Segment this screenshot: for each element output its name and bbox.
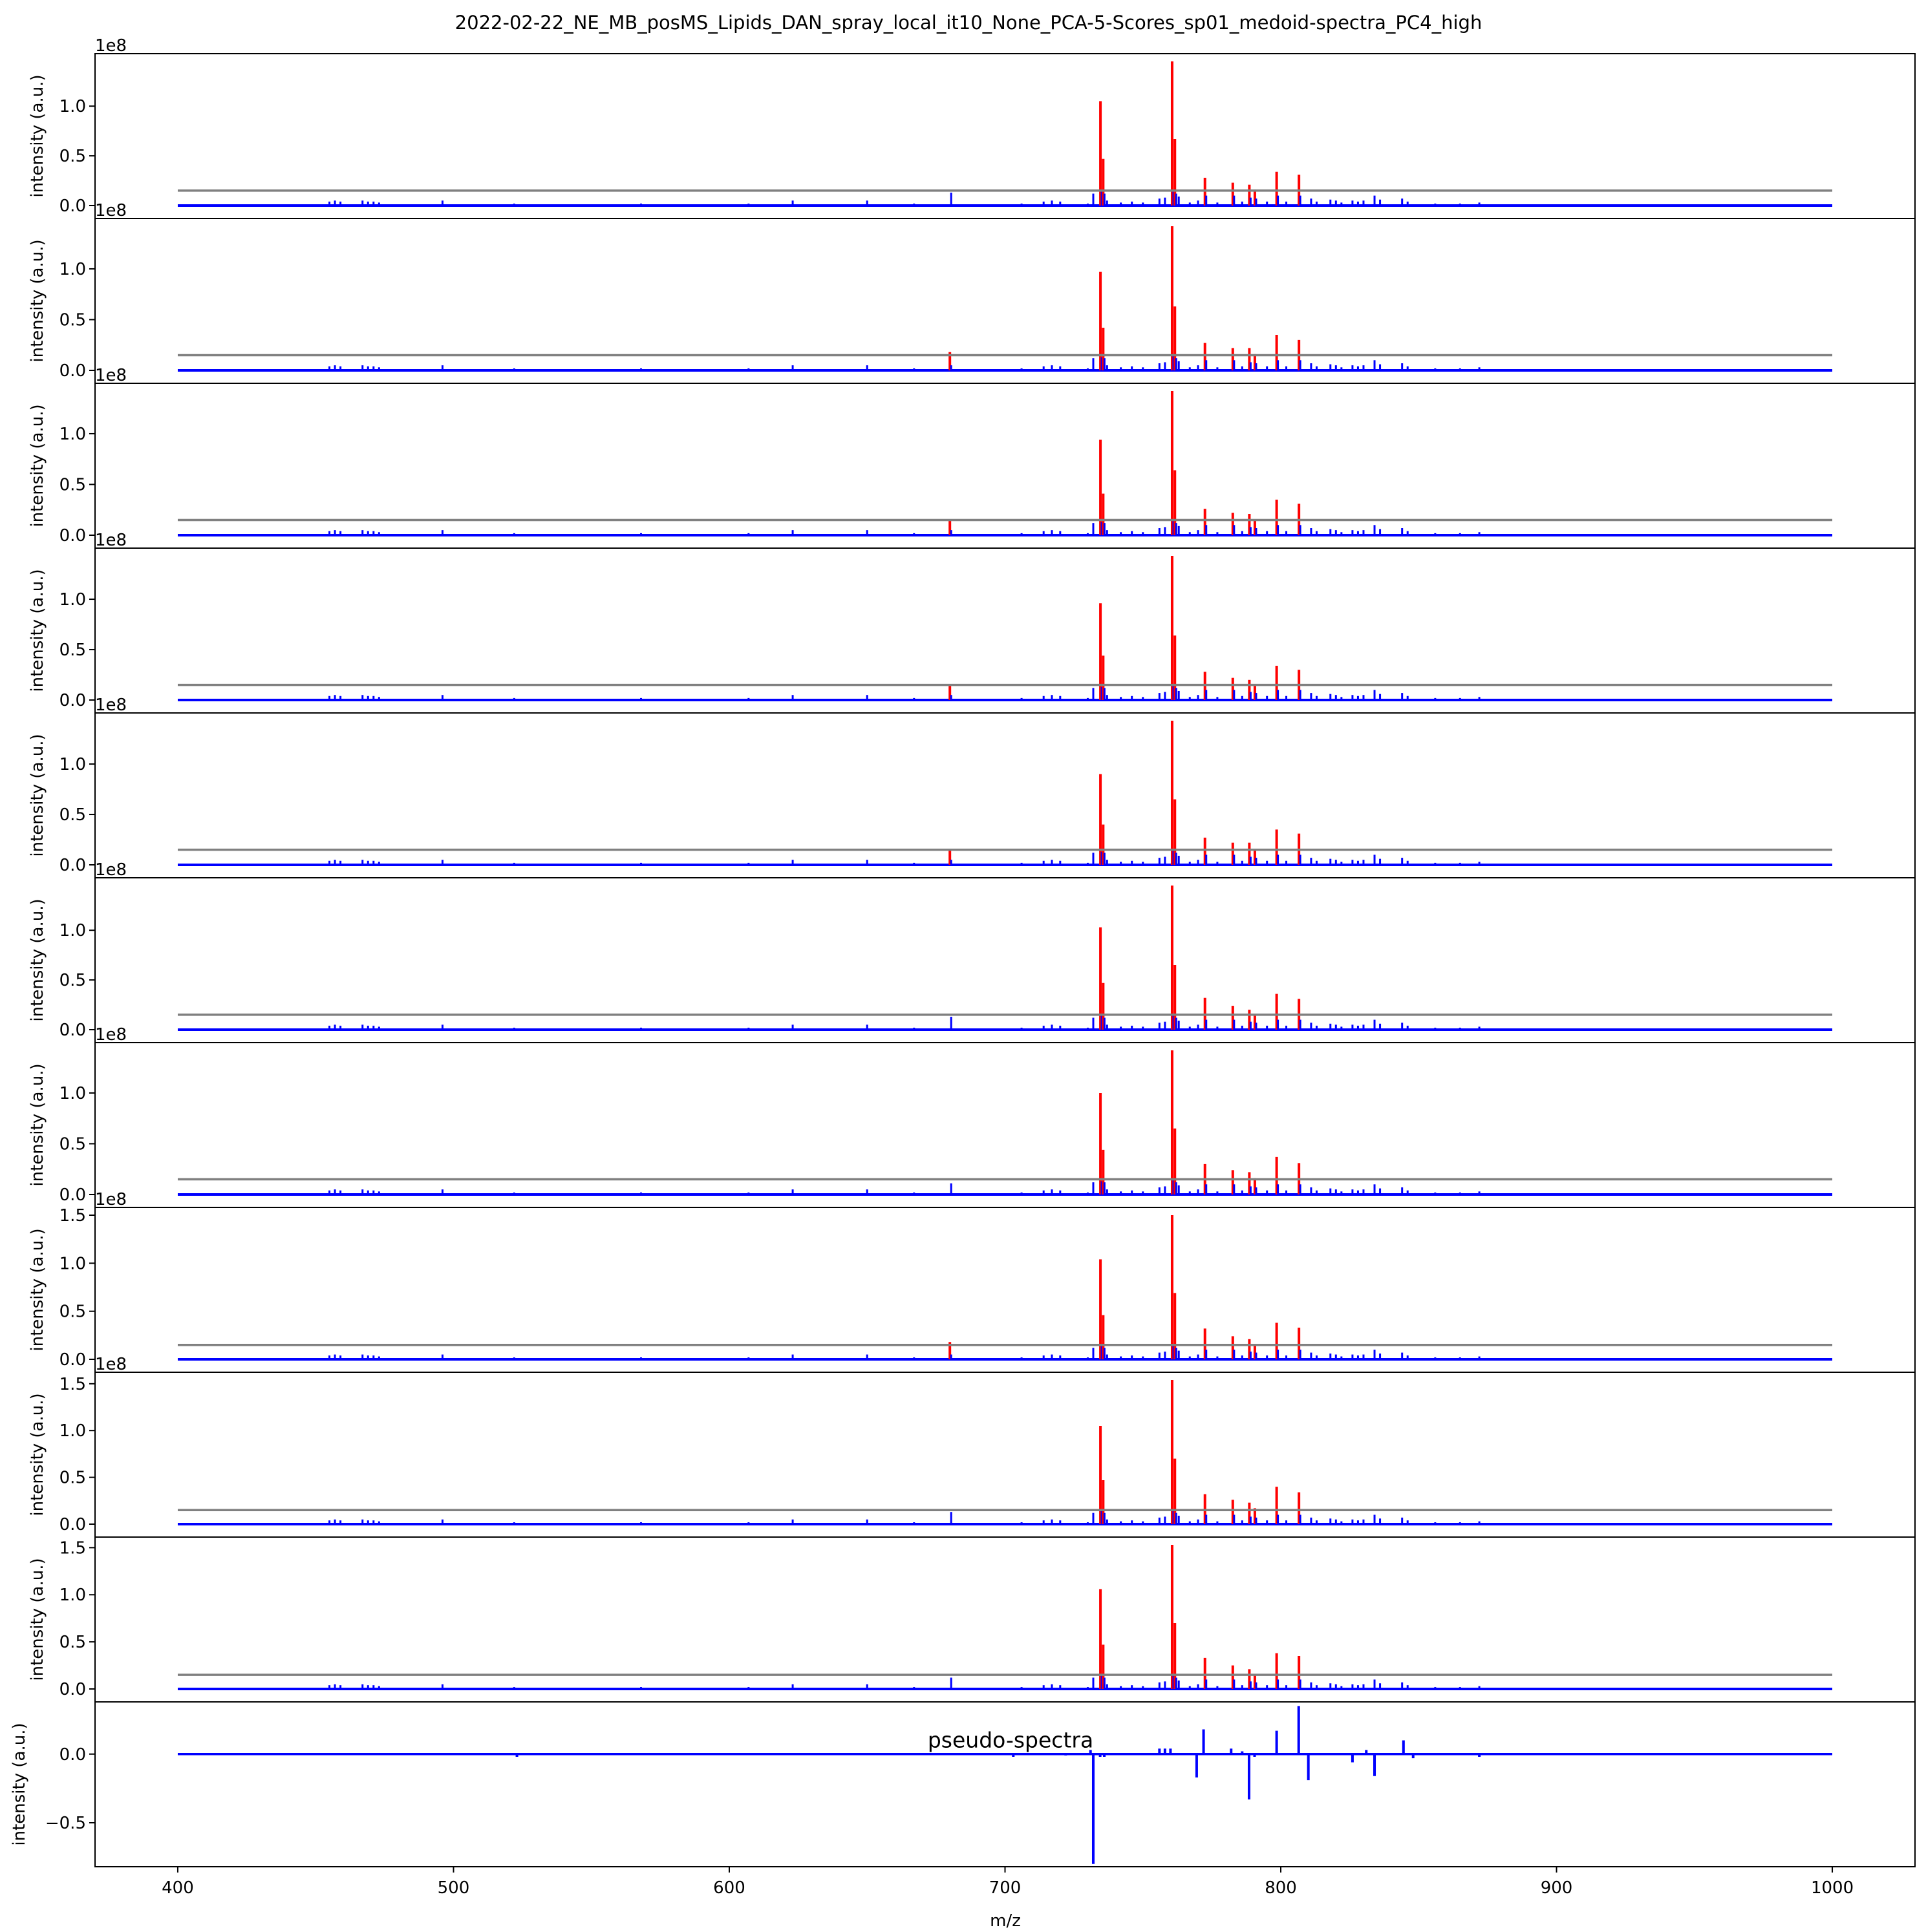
y-axis-label: intensity (a.u.): [10, 1723, 29, 1845]
x-tick-label: 400: [162, 1878, 194, 1898]
y-tick-label: 0.0: [59, 526, 86, 546]
y-axis-label: intensity (a.u.): [28, 239, 47, 362]
y-tick-label: 1.0: [59, 260, 86, 279]
x-tick-label: 800: [1265, 1878, 1297, 1898]
pseudo-spectra-label: pseudo-spectra: [928, 1728, 1093, 1753]
y-tick-label: 0.0: [59, 361, 86, 381]
y-tick-label: 0.0: [59, 1680, 86, 1699]
x-tick-label: 700: [989, 1878, 1022, 1898]
y-axis-label: intensity (a.u.): [28, 569, 47, 692]
y-offset-label: 1e8: [95, 860, 127, 880]
y-offset-label: 1e8: [95, 1025, 127, 1045]
y-tick-label: 1.0: [59, 1586, 86, 1605]
y-tick-label: 0.5: [59, 641, 86, 660]
y-tick-label: 0.0: [59, 1745, 86, 1765]
y-tick-label: 0.5: [59, 1134, 86, 1154]
y-tick-label: 1.0: [59, 97, 86, 116]
x-tick-label: 900: [1541, 1878, 1573, 1898]
y-axis-label: intensity (a.u.): [28, 1063, 47, 1186]
spectrum-subplot: 0.0 0.5 1.0 1.5 1e8 intensity (a.u.): [28, 1190, 1916, 1373]
y-axis-label: intensity (a.u.): [28, 74, 47, 197]
y-axis-label: intensity (a.u.): [28, 1393, 47, 1516]
y-tick-label: 0.0: [59, 691, 86, 710]
y-tick-label: 1.5: [59, 1538, 86, 1558]
y-tick-label: 0.0: [59, 1515, 86, 1534]
y-offset-label: 1e8: [95, 695, 127, 715]
y-tick-label: 1.0: [59, 755, 86, 774]
y-tick-label: 1.0: [59, 1421, 86, 1441]
x-tick-label: 1000: [1811, 1878, 1854, 1898]
x-tick-label: 500: [438, 1878, 470, 1898]
y-tick-label: 0.5: [59, 971, 86, 990]
y-tick-label: 0.5: [59, 310, 86, 330]
spectrum-subplot: 0.0 0.5 1.0 1e8 intensity (a.u.): [28, 366, 1916, 549]
subplot-stack: 0.0 0.5 1.0 1e8 intensity (a.u.) 0.0 0.5 1.0 1e8…: [10, 36, 1916, 1867]
x-axis-label: m/z: [990, 1911, 1021, 1931]
y-axis-label: intensity (a.u.): [28, 898, 47, 1021]
y-offset-label: 1e8: [95, 36, 127, 56]
x-axis: 400 500 600 700 800 900 1000: [162, 1867, 1854, 1898]
y-offset-label: 1e8: [95, 201, 127, 220]
y-tick-label: 1.0: [59, 590, 86, 610]
y-tick-label: 1.0: [59, 425, 86, 444]
x-tick-label: 600: [713, 1878, 745, 1898]
y-tick-label: 0.0: [59, 856, 86, 875]
y-tick-label: 0.5: [59, 1302, 86, 1322]
y-offset-label: 1e8: [95, 531, 127, 550]
figure-title: 2022-02-22_NE_MB_posMS_Lipids_DAN_spray_…: [455, 12, 1482, 34]
y-tick-label: 0.5: [59, 1469, 86, 1488]
y-offset-label: 1e8: [95, 1190, 127, 1209]
spectrum-subplot: 0.0 0.5 1.0 1.5 intensity (a.u.): [28, 1536, 1916, 1703]
y-tick-label: 0.5: [59, 475, 86, 494]
y-axis-label: intensity (a.u.): [28, 404, 47, 527]
y-tick-label: 0.5: [59, 805, 86, 825]
y-tick-label: 1.5: [59, 1375, 86, 1394]
spectrum-subplot: 0.0 0.5 1.0 1e8 intensity (a.u.): [28, 531, 1916, 714]
y-tick-label: 1.5: [59, 1206, 86, 1226]
y-tick-label: 1.0: [59, 1084, 86, 1103]
y-tick-label: −0.5: [45, 1814, 86, 1833]
y-axis-label: intensity (a.u.): [28, 734, 47, 856]
y-offset-label: 1e8: [95, 1355, 127, 1374]
y-tick-label: 0.5: [59, 1633, 86, 1652]
spectrum-subplot: 0.0 0.5 1.0 1.5 1e8 intensity (a.u.): [28, 1355, 1916, 1538]
y-tick-label: 1.0: [59, 1254, 86, 1273]
y-axis-label: intensity (a.u.): [28, 1228, 47, 1351]
y-tick-label: 0.0: [59, 196, 86, 216]
y-tick-label: 0.0: [59, 1021, 86, 1040]
y-tick-label: 0.0: [59, 1350, 86, 1370]
y-tick-label: 1.0: [59, 921, 86, 940]
y-axis-label: intensity (a.u.): [28, 1558, 47, 1681]
y-tick-label: 0.0: [59, 1185, 86, 1205]
y-offset-label: 1e8: [95, 366, 127, 385]
y-tick-label: 0.5: [59, 147, 86, 166]
spectrum-subplot: 0.0 0.5 1.0 1e8 intensity (a.u.): [28, 201, 1916, 384]
